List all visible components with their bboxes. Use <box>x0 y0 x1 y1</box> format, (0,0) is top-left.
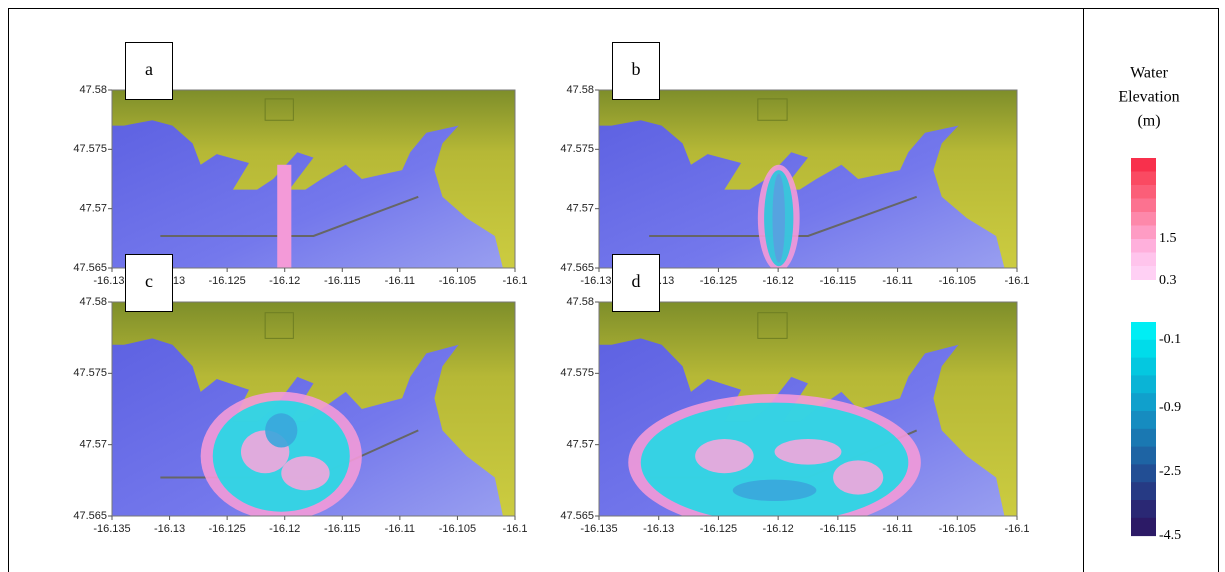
x-tick-label: -16.11 <box>882 275 912 287</box>
x-tick-label: -16.12 <box>269 523 300 535</box>
colorbar-band <box>1131 158 1156 172</box>
y-tick-label: 47.565 <box>560 262 594 274</box>
colorbar-band <box>1131 482 1156 500</box>
colorbar-band <box>1131 411 1156 429</box>
x-tick-label: -16.105 <box>439 523 476 535</box>
colorbar-band <box>1131 447 1156 465</box>
y-tick-label: 47.575 <box>73 143 107 155</box>
x-tick-label: -16.115 <box>820 275 857 287</box>
colorbar-band <box>1131 464 1156 482</box>
wave-field <box>775 439 842 465</box>
panel-label: d <box>632 271 641 291</box>
x-tick-label: -16.13 <box>643 523 674 535</box>
colorbar-band <box>1131 239 1156 253</box>
colorbar-band <box>1131 393 1156 411</box>
colorbar-band <box>1131 340 1156 358</box>
map-panel: -16.135-16.13-16.125-16.12-16.115-16.11-… <box>560 43 1029 287</box>
y-tick-label: 47.58 <box>566 84 594 96</box>
colorbar-title: Elevation <box>1118 89 1179 106</box>
y-tick-label: 47.58 <box>566 296 594 308</box>
y-tick-label: 47.575 <box>73 367 107 379</box>
wave-field <box>833 460 883 494</box>
map-image <box>112 90 515 268</box>
y-tick-label: 47.57 <box>566 439 594 451</box>
colorbar-title: Water <box>1130 65 1168 82</box>
panel-label: c <box>145 271 153 291</box>
map-image <box>599 302 1017 531</box>
colorbar-tick-label: -2.5 <box>1159 464 1181 479</box>
wave-field <box>277 165 291 268</box>
colorbar-band <box>1131 375 1156 393</box>
colorbar-title: (m) <box>1137 113 1160 130</box>
map-panel: -16.135 -16.13 -16.125 -16.12 -16.115 -16.11 -… <box>73 255 527 535</box>
colorbar-tick-label: -0.1 <box>1159 332 1181 347</box>
x-tick-label: -16.125 <box>700 523 737 535</box>
y-tick-label: 47.58 <box>79 84 107 96</box>
x-tick-label: -16.125 <box>700 275 737 287</box>
x-tick-label: -16.135 <box>93 523 130 535</box>
x-tick-label: -16.1 <box>1004 523 1029 535</box>
panel-label: b <box>632 59 641 79</box>
x-tick-label: -16.1 <box>502 275 527 287</box>
y-tick-label: 47.57 <box>79 439 107 451</box>
colorbar-band <box>1131 429 1156 447</box>
x-tick-label: -16.11 <box>882 523 912 535</box>
colorbar-band <box>1131 185 1156 199</box>
x-tick-label: -16.12 <box>763 275 794 287</box>
x-tick-label: -16.135 <box>580 523 617 535</box>
y-tick-label: 47.57 <box>566 203 594 215</box>
figure: -16.135 -16.13 -16.125 -16.12 -16.115 -16.11 -… <box>0 0 1225 572</box>
map-panel: -16.135 -16.13 -16.125 -16.12 -16.115 -16.11 -… <box>560 255 1029 535</box>
x-tick-label: -16.1 <box>502 523 527 535</box>
x-tick-label: -16.1 <box>1004 275 1029 287</box>
y-tick-label: 47.565 <box>73 510 107 522</box>
x-tick-label: -16.125 <box>208 275 245 287</box>
colorbar-tick-label: 1.5 <box>1159 231 1177 246</box>
colorbar-band <box>1131 500 1156 518</box>
wave-field <box>695 439 754 473</box>
x-tick-label: -16.11 <box>385 523 415 535</box>
map-image <box>599 90 1017 272</box>
colorbar-band <box>1131 358 1156 376</box>
y-tick-label: 47.58 <box>79 296 107 308</box>
wave-field <box>265 413 297 447</box>
y-tick-label: 47.565 <box>73 262 107 274</box>
colorbar-band <box>1131 253 1156 267</box>
x-tick-label: -16.105 <box>939 275 976 287</box>
x-tick-label: -16.13 <box>154 523 185 535</box>
colorbar-band <box>1131 172 1156 186</box>
wave-field <box>281 456 329 490</box>
y-tick-label: 47.565 <box>560 510 594 522</box>
y-tick-label: 47.57 <box>79 203 107 215</box>
x-tick-label: -16.12 <box>269 275 300 287</box>
x-tick-label: -16.125 <box>208 523 245 535</box>
colorbar-tick-label: 0.3 <box>1159 273 1177 288</box>
colorbar-band <box>1131 212 1156 226</box>
x-tick-label: -16.11 <box>385 275 415 287</box>
x-tick-label: -16.115 <box>820 523 857 535</box>
y-tick-label: 47.575 <box>560 143 594 155</box>
colorbar-tick-label: -4.5 <box>1159 528 1181 543</box>
colorbar-band <box>1131 266 1156 280</box>
colorbar-tick-label: -0.9 <box>1159 400 1181 415</box>
colorbar-band <box>1131 322 1156 340</box>
colorbar-band <box>1131 518 1156 536</box>
x-tick-label: -16.105 <box>439 275 476 287</box>
map-panel: -16.135-16.13-16.125-16.12-16.115-16.11-… <box>73 43 527 287</box>
panel-label: a <box>145 59 153 79</box>
wave-field <box>733 480 817 501</box>
wave-field <box>772 174 785 263</box>
x-tick-label: -16.12 <box>763 523 794 535</box>
colorbar-band <box>1131 199 1156 213</box>
map-image <box>112 302 515 520</box>
y-tick-label: 47.575 <box>560 367 594 379</box>
x-tick-label: -16.105 <box>939 523 976 535</box>
x-tick-label: -16.115 <box>324 275 361 287</box>
colorbar-band <box>1131 226 1156 240</box>
x-tick-label: -16.115 <box>324 523 361 535</box>
